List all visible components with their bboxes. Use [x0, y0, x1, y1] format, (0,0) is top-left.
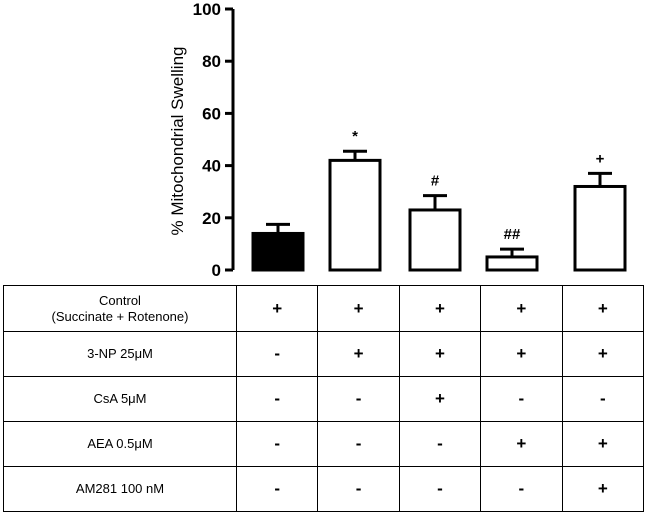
- y-tick-label: 40: [202, 157, 221, 176]
- table-cell: -: [235, 376, 319, 422]
- table-cell: +: [398, 331, 482, 377]
- table-row-csa: CsA 5μM - - + - -: [3, 376, 645, 422]
- row-label-csa: CsA 5μM: [3, 376, 237, 422]
- table-cell: +: [398, 376, 482, 422]
- table-row-control: Control (Succinate + Rotenone) + + + + +: [3, 285, 645, 332]
- row-label-am281: AM281 100 nM: [3, 466, 237, 512]
- significance-label: ##: [504, 226, 521, 243]
- y-tick-label: 60: [202, 104, 221, 123]
- y-axis-label: % Mitochondrial Swelling: [168, 47, 187, 236]
- table-cell: -: [317, 421, 400, 467]
- table-row-aea: AEA 0.5μM - - - + +: [3, 421, 645, 467]
- table-cell: +: [561, 466, 645, 512]
- table-cell: -: [235, 421, 319, 467]
- table-row-3np: 3-NP 25μM - + + + +: [3, 331, 645, 377]
- row-label-3np: 3-NP 25μM: [3, 331, 237, 377]
- table-cell: -: [480, 466, 563, 512]
- table-cell: +: [480, 285, 563, 332]
- row-label-control: Control (Succinate + Rotenone): [3, 285, 237, 332]
- table-row-am281: AM281 100 nM - - - - +: [3, 466, 645, 512]
- significance-label: #: [431, 173, 440, 190]
- bar: [573, 184, 627, 272]
- y-tick-label: 100: [193, 0, 221, 19]
- table-cell: -: [398, 421, 482, 467]
- significance-label: +: [596, 150, 605, 167]
- table-cell: +: [561, 285, 645, 332]
- table-cell: +: [480, 331, 563, 377]
- table-cell: +: [317, 331, 400, 377]
- axes: 0 20 40 60 80 100: [193, 0, 235, 280]
- table-cell: -: [235, 331, 319, 377]
- bar: [408, 208, 462, 272]
- bar: [251, 231, 305, 272]
- y-tick-label: 20: [202, 209, 221, 228]
- table-cell: +: [317, 285, 400, 332]
- conditions-table: Control (Succinate + Rotenone) + + + + +…: [3, 285, 645, 512]
- table-cell: +: [561, 421, 645, 467]
- significance-label: *: [352, 128, 358, 145]
- bars: *###+: [251, 128, 627, 272]
- bar-chart: % Mitochondrial Swelling 0 20 40 60 80 100 * #…: [168, 0, 627, 280]
- table-cell: -: [561, 376, 645, 422]
- table-cell: -: [317, 466, 400, 512]
- bar: [328, 158, 382, 272]
- y-tick-label: 0: [212, 261, 221, 280]
- table-cell: +: [398, 285, 482, 332]
- table-cell: +: [235, 285, 319, 332]
- bar: [485, 255, 539, 272]
- table-cell: -: [480, 376, 563, 422]
- y-tick-label: 80: [202, 52, 221, 71]
- table-cell: +: [480, 421, 563, 467]
- table-cell: -: [317, 376, 400, 422]
- table-cell: +: [561, 331, 645, 377]
- table-cell: -: [235, 466, 319, 512]
- table-cell: -: [398, 466, 482, 512]
- row-label-aea: AEA 0.5μM: [3, 421, 237, 467]
